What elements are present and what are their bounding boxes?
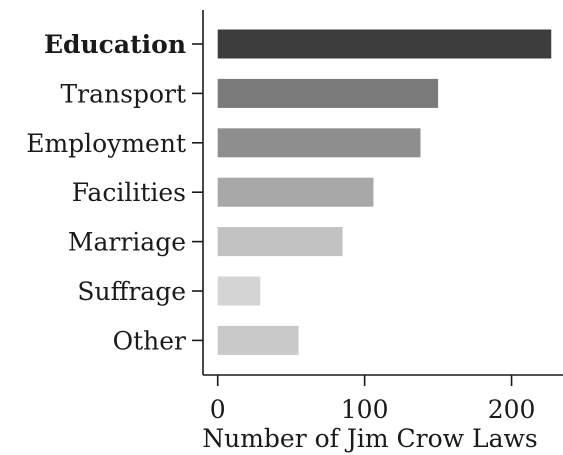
bar-marriage <box>217 227 343 257</box>
bar-suffrage <box>217 276 261 306</box>
x-tick-label-200: 200 <box>488 395 536 424</box>
bars-group <box>217 29 552 355</box>
x-axis-ticks <box>216 375 513 386</box>
x-tick-label-100: 100 <box>341 395 389 424</box>
category-label-marriage: Marriage <box>68 228 186 257</box>
category-ticks <box>192 43 203 342</box>
x-tick-label-0: 0 <box>210 395 226 424</box>
category-label-employment: Employment <box>26 129 186 158</box>
x-axis-title: Number of Jim Crow Laws <box>202 424 538 453</box>
bar-other <box>217 325 299 355</box>
category-label-facilities: Facilities <box>72 178 186 207</box>
x-axis-tick-labels: 0 100 200 <box>210 395 536 424</box>
bar-transport <box>217 78 439 108</box>
category-labels: Education Transport Employment Facilities Ma… <box>26 30 186 355</box>
category-label-transport: Transport <box>60 79 186 108</box>
category-label-education: Education <box>44 30 186 59</box>
bar-education <box>217 29 552 59</box>
category-label-suffrage: Suffrage <box>77 277 186 306</box>
category-label-other: Other <box>113 326 186 355</box>
bar-employment <box>217 128 421 158</box>
bar-facilities <box>217 177 374 207</box>
